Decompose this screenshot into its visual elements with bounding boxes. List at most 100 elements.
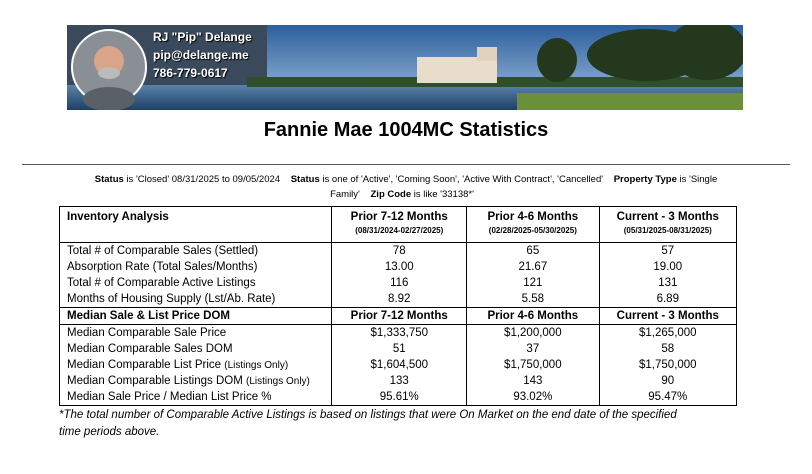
row-label: Median Sale Price / Median List Price % (67, 390, 272, 403)
row-label-cell: Median Sale Price / Median List Price % (58, 389, 332, 406)
row-label-cell: Median Comparable List Price (Listings O… (58, 357, 332, 373)
criterion: Zip Code is like '33138*' (371, 189, 474, 200)
criterion-field: Property Type (613, 174, 677, 185)
value-cell: 19.00 (598, 259, 737, 275)
value-cell: $1,604,500 (331, 357, 467, 373)
criteria: Status is 'Closed' 08/31/2025 to 09/05/2… (86, 172, 726, 202)
row-label-cell: Median Comparable Sale Price (58, 324, 332, 341)
row-label: Median Comparable Sales DOM (67, 342, 233, 355)
header-title: Prior 4-6 Months (487, 309, 579, 322)
value-cell: 21.67 (466, 259, 600, 275)
header-title: Current - 3 Months (616, 309, 719, 322)
value-cell: $1,200,000 (466, 324, 600, 341)
footnote: *The total number of Comparable Active L… (59, 409, 677, 438)
data-row: Months of Housing Supply (Lst/Ab. Rate) 8… (58, 291, 737, 308)
row-label: Median Comparable Sale Price (67, 326, 227, 339)
criterion-condition: is 'Single Family' (330, 174, 718, 200)
header-cell: Median Sale & List Price DOM (58, 307, 332, 325)
value-cell: $1,750,000 (466, 357, 600, 373)
data-row: Median Comparable List Price (Listings O… (58, 357, 737, 373)
row-label: Total # of Comparable Active Listings (67, 276, 256, 289)
criterion-condition: is 'Closed' 08/31/2025 to 09/05/2024 (126, 174, 281, 185)
row-label-cell: Months of Housing Supply (Lst/Ab. Rate) (58, 291, 332, 308)
header-title: Prior 7-12 Months (350, 211, 448, 223)
criterion: Status is one of 'Active', 'Coming Soon'… (291, 174, 603, 185)
value-cell: 131 (598, 275, 737, 291)
value-cell: 13.00 (331, 259, 467, 275)
criterion-condition: is like '33138*' (413, 189, 474, 200)
value-cell: $1,750,000 (598, 357, 737, 373)
row-label: Total # of Comparable Sales (Settled) (67, 244, 259, 257)
header-cell: Prior 7-12 Months (331, 307, 467, 325)
data-row: Median Sale Price / Median List Price % 9… (58, 389, 737, 406)
data-row: Total # of Comparable Sales (Settled) 78 6… (58, 242, 737, 259)
data-row: Median Comparable Sales DOM 51 37 58 (58, 341, 737, 357)
header-title: Prior 7-12 Months (350, 309, 448, 322)
header-dates: (08/31/2024-02/27/2025) (355, 226, 444, 235)
header-dates: (02/28/2025-05/30/2025) (488, 226, 577, 235)
row-label: Median Comparable List Price (67, 358, 222, 371)
value-cell: 57 (598, 242, 737, 259)
agent-name: RJ "Pip" Delange (153, 30, 252, 44)
row-note: (Listings Only) (224, 359, 289, 371)
value-cell: 37 (466, 341, 600, 357)
value-cell: 95.47% (598, 389, 737, 406)
header-cell: Prior 4-6 Months (466, 307, 600, 325)
header-title: Inventory Analysis (67, 211, 169, 223)
value-cell: 6.89 (598, 291, 737, 308)
data-row: Median Comparable Sale Price $1,333,750 $1… (58, 324, 737, 341)
data-row: Total # of Comparable Active Listings 116… (58, 275, 737, 291)
criterion: Property Type is 'Single Family' (330, 174, 717, 200)
value-cell: 78 (331, 242, 467, 259)
criterion-condition: is one of 'Active', 'Coming Soon', 'Acti… (322, 174, 604, 185)
value-cell: 90 (598, 373, 737, 389)
header-cell: Current - 3 Months (05/31/2025-08/31/2025… (598, 206, 737, 243)
header-row: Median Sale & List Price DOM Prior 7-12 M… (58, 307, 737, 325)
row-label-cell: Total # of Comparable Sales (Settled) (58, 242, 332, 259)
criterion-field: Zip Code (370, 189, 412, 200)
value-cell: 93.02% (466, 389, 600, 406)
header-title: Prior 4-6 Months (487, 211, 579, 223)
header-cell: Prior 7-12 Months (08/31/2024-02/27/2025) (331, 206, 467, 243)
value-cell: 5.58 (466, 291, 600, 308)
row-label-cell: Total # of Comparable Active Listings (58, 275, 332, 291)
header-row: Inventory Analysis Prior 7-12 Months (08/3… (58, 206, 737, 243)
row-label: Months of Housing Supply (Lst/Ab. Rate) (67, 292, 276, 305)
row-label: Absorption Rate (Total Sales/Months) (67, 260, 258, 273)
value-cell: 8.92 (331, 291, 467, 308)
header-dates: (05/31/2025-08/31/2025) (623, 226, 712, 235)
value-cell: 133 (331, 373, 467, 389)
data-row: Median Comparable Listings DOM (Listings… (58, 373, 737, 389)
value-cell: 58 (598, 341, 737, 357)
value-cell: $1,265,000 (598, 324, 737, 341)
value-cell: 95.61% (331, 389, 467, 406)
row-label-cell: Median Comparable Listings DOM (Listings… (58, 373, 332, 389)
criterion-field: Status (290, 174, 320, 185)
header-title: Median Sale & List Price DOM (67, 309, 230, 322)
row-label: Median Comparable Listings DOM (67, 374, 243, 387)
value-cell: 143 (466, 373, 600, 389)
title: Fannie Mae 1004MC Statistics (263, 119, 549, 141)
agent-phone[interactable]: 786-779-0617 (153, 66, 228, 80)
agent-info: RJ "Pip" Delange pip@delange.me 786-779-… (153, 28, 252, 82)
value-cell: 116 (331, 275, 467, 291)
criterion: Status is 'Closed' 08/31/2025 to 09/05/2… (95, 174, 280, 185)
agent-email[interactable]: pip@delange.me (153, 48, 249, 62)
criterion-field: Status (94, 174, 124, 185)
banner (67, 25, 743, 110)
header-cell: Inventory Analysis (58, 206, 332, 243)
header-cell: Prior 4-6 Months (02/28/2025-05/30/2025) (466, 206, 600, 243)
row-label-cell: Absorption Rate (Total Sales/Months) (58, 259, 332, 275)
value-cell: 121 (466, 275, 600, 291)
value-cell: 51 (331, 341, 467, 357)
row-note: (Listings Only) (245, 375, 310, 387)
divider (22, 164, 790, 165)
value-cell: 65 (466, 242, 600, 259)
value-cell: $1,333,750 (331, 324, 467, 341)
row-label-cell: Median Comparable Sales DOM (58, 341, 332, 357)
header-cell: Current - 3 Months (598, 307, 737, 325)
data-row: Absorption Rate (Total Sales/Months) 13.0… (58, 259, 737, 275)
header-title: Current - 3 Months (616, 211, 719, 223)
stats-table: Inventory Analysis Prior 7-12 Months (08/3… (58, 206, 737, 406)
